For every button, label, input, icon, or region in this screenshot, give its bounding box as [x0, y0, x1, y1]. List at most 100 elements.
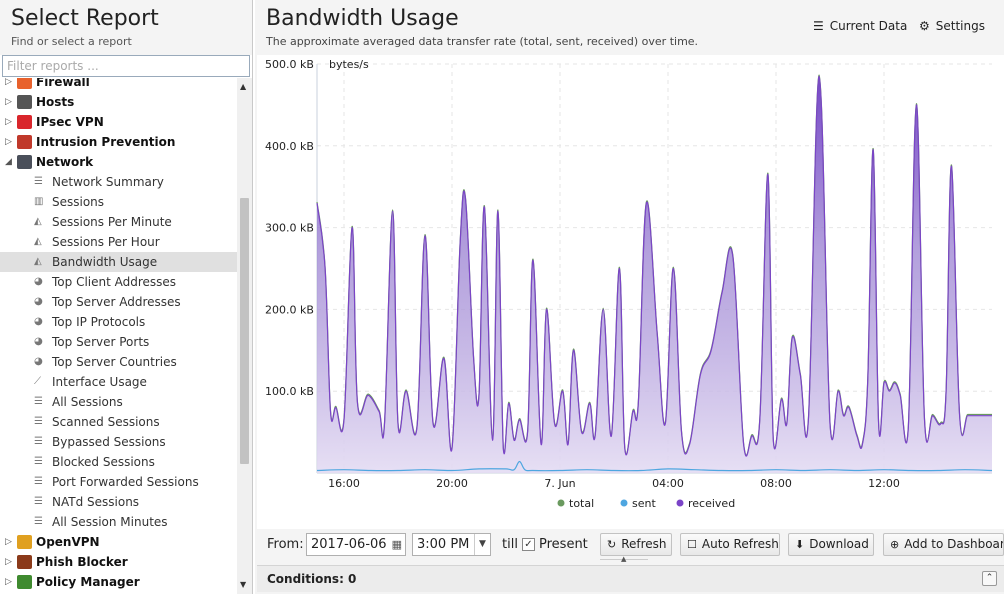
tree-scrollbar[interactable]: ▲ ▼ — [237, 78, 252, 594]
tree-item-top-client-addresses[interactable]: ◕ Top Client Addresses — [0, 272, 237, 292]
network-icon — [17, 155, 32, 169]
tree-category-policy-manager[interactable]: ▷ Policy Manager — [0, 572, 237, 592]
panel-splitter[interactable]: ▲ — [600, 555, 648, 565]
tree-category-label: Policy Manager — [36, 575, 140, 589]
pie-chart-icon: ◕ — [34, 356, 43, 367]
auto-refresh-label: Auto Refresh — [701, 537, 779, 551]
tree-category-network[interactable]: ◢ Network — [0, 152, 237, 172]
openvpn-icon — [17, 535, 32, 549]
pie-chart-icon: ◕ — [34, 296, 43, 307]
list-icon: ☰ — [34, 476, 43, 487]
collapse-handle-icon[interactable]: ▲ — [621, 555, 627, 563]
tree-item-label: All Session Minutes — [52, 515, 168, 529]
from-label: From: — [267, 537, 304, 552]
download-button[interactable]: ⬇ Download — [788, 533, 874, 556]
collapsed-arrow-icon[interactable]: ▷ — [5, 137, 12, 147]
from-time-value: 3:00 PM — [417, 537, 470, 552]
tree-item-label: Sessions Per Minute — [52, 215, 172, 229]
tree-item-label: Sessions — [52, 195, 105, 209]
collapsed-arrow-icon[interactable]: ▷ — [5, 577, 12, 587]
filter-reports-input[interactable] — [2, 55, 250, 77]
tree-item-sessions-per-minute[interactable]: ◭ Sessions Per Minute — [0, 212, 237, 232]
tree-item-natd-sessions[interactable]: ☰ NATd Sessions — [0, 492, 237, 512]
collapsed-arrow-icon[interactable]: ▷ — [5, 78, 12, 87]
report-selector-panel: Select Report Find or select a report ▷ F… — [0, 0, 253, 594]
tree-item-all-session-minutes[interactable]: ☰ All Session Minutes — [0, 512, 237, 532]
hosts-icon — [17, 95, 32, 109]
tree-item-blocked-sessions[interactable]: ☰ Blocked Sessions — [0, 452, 237, 472]
present-label: Present — [539, 537, 588, 552]
tree-category-firewall[interactable]: ▷ Firewall — [0, 78, 237, 92]
collapsed-arrow-icon[interactable]: ▷ — [5, 557, 12, 567]
tree-item-label: Sessions Per Hour — [52, 235, 160, 249]
bandwidth-chart: 500.0 kB 400.0 kB 300.0 kB 200.0 kB 100.0 kB… — [257, 55, 1004, 529]
from-time-select[interactable]: 3:00 PM ▼ — [412, 533, 491, 556]
chart-svg: 500.0 kB 400.0 kB 300.0 kB 200.0 kB 100.0 kB… — [265, 58, 993, 510]
tree-item-bypassed-sessions[interactable]: ☰ Bypassed Sessions — [0, 432, 237, 452]
collapsed-arrow-icon[interactable]: ▷ — [5, 97, 12, 107]
list-icon: ☰ — [34, 396, 43, 407]
collapsed-arrow-icon[interactable]: ▷ — [5, 537, 12, 547]
report-toolbar: From: 2017-06-06 ▦ 3:00 PM ▼ till ✓ Pres… — [255, 530, 1004, 560]
conditions-label: Conditions: 0 — [267, 572, 357, 586]
y-tick-label: 400.0 kB — [265, 140, 314, 153]
tree-item-all-sessions[interactable]: ☰ All Sessions — [0, 392, 237, 412]
from-date-field[interactable]: 2017-06-06 ▦ — [306, 533, 406, 556]
tree-item-label: NATd Sessions — [52, 495, 140, 509]
tree-item-port-forwarded-sessions[interactable]: ☰ Port Forwarded Sessions — [0, 472, 237, 492]
panel-subtitle: Find or select a report — [11, 35, 132, 48]
tree-category-openvpn[interactable]: ▷ OpenVPN — [0, 532, 237, 552]
x-tick-label: 12:00 — [868, 477, 900, 490]
add-to-dashboard-button[interactable]: ⊕ Add to Dashboard — [883, 533, 1004, 556]
tree-item-top-server-ports[interactable]: ◕ Top Server Ports — [0, 332, 237, 352]
list-icon: ☰ — [34, 176, 43, 187]
conditions-panel[interactable]: Conditions: 0 ⌃ — [257, 565, 1004, 592]
tree-item-label: Top Server Ports — [52, 335, 150, 349]
settings-label: Settings — [935, 19, 985, 33]
tree-category-phish-blocker[interactable]: ▷ Phish Blocker — [0, 552, 237, 572]
tree-category-ipsec-vpn[interactable]: ▷ IPsec VPN — [0, 112, 237, 132]
tree-category-label: Intrusion Prevention — [36, 135, 176, 149]
tree-category-intrusion-prevention[interactable]: ▷ Intrusion Prevention — [0, 132, 237, 152]
tree-item-label: Network Summary — [52, 175, 164, 189]
bar-chart-icon: ▥ — [34, 196, 44, 207]
collapsed-arrow-icon[interactable]: ▷ — [5, 117, 12, 127]
chevron-down-icon[interactable]: ▼ — [474, 534, 490, 555]
expand-conditions-icon[interactable]: ⌃ — [982, 571, 997, 586]
expanded-arrow-icon[interactable]: ◢ — [5, 157, 12, 167]
tree-item-bandwidth-usage[interactable]: ◭ Bandwidth Usage — [0, 252, 237, 272]
tree-item-label: All Sessions — [52, 395, 123, 409]
list-icon: ☰ — [34, 436, 43, 447]
calendar-icon[interactable]: ▦ — [391, 538, 402, 551]
line-chart-icon: ⟋ — [34, 376, 41, 387]
tree-item-interface-usage[interactable]: ⟋ Interface Usage — [0, 372, 237, 392]
sent-series-line — [316, 460, 993, 472]
download-label: Download — [809, 537, 869, 551]
legend-dot-sent — [620, 499, 628, 507]
scroll-down-icon[interactable]: ▼ — [240, 580, 247, 589]
tree-item-top-server-addresses[interactable]: ◕ Top Server Addresses — [0, 292, 237, 312]
tree-item-sessions[interactable]: ▥ Sessions — [0, 192, 237, 212]
y-tick-label: 200.0 kB — [265, 303, 314, 316]
scrollbar-thumb[interactable] — [240, 198, 249, 464]
tree-item-top-server-countries[interactable]: ◕ Top Server Countries — [0, 352, 237, 372]
auto-refresh-button[interactable]: ☐ Auto Refresh — [680, 533, 780, 556]
refresh-button[interactable]: ↻ Refresh — [600, 533, 672, 556]
current-data-button[interactable]: ☰ Current Data — [813, 19, 907, 33]
tree-category-label: Phish Blocker — [36, 555, 128, 569]
tree-item-network-summary[interactable]: ☰ Network Summary — [0, 172, 237, 192]
present-checkbox[interactable]: ✓ — [522, 538, 535, 551]
tree-category-hosts[interactable]: ▷ Hosts — [0, 92, 237, 112]
tree-item-sessions-per-hour[interactable]: ◭ Sessions Per Hour — [0, 232, 237, 252]
settings-button[interactable]: ⚙ Settings — [919, 19, 985, 33]
scroll-up-icon[interactable]: ▲ — [240, 82, 247, 91]
tree-item-scanned-sessions[interactable]: ☰ Scanned Sessions — [0, 412, 237, 432]
tree-item-top-ip-protocols[interactable]: ◕ Top IP Protocols — [0, 312, 237, 332]
y-tick-label: 300.0 kB — [265, 222, 314, 235]
tree-item-label: Top Server Addresses — [52, 295, 181, 309]
legend-label-sent: sent — [632, 497, 656, 510]
list-icon: ☰ — [34, 516, 43, 527]
tree-category-label: Hosts — [36, 95, 75, 109]
legend-dot-total — [557, 499, 565, 507]
list-icon: ☰ — [813, 19, 824, 33]
